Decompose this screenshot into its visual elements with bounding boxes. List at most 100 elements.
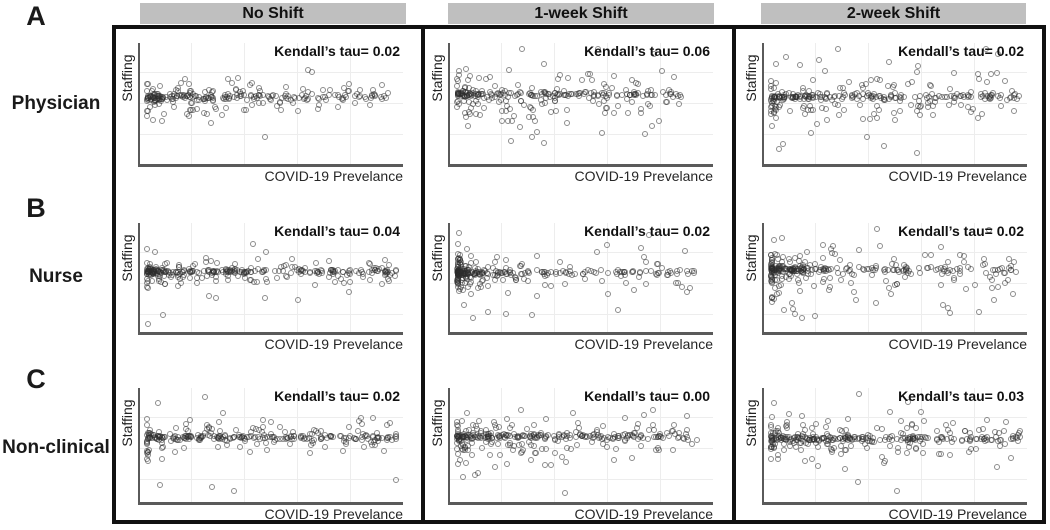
scatter-point xyxy=(822,95,829,102)
scatter-point xyxy=(605,91,612,98)
scatter-point xyxy=(877,437,884,444)
scatter-point xyxy=(797,287,804,294)
scatter-point xyxy=(799,413,806,420)
scatter-point xyxy=(836,84,843,91)
scatter-point xyxy=(864,90,871,97)
scatter-point xyxy=(273,93,280,99)
y-axis-label: Staffing xyxy=(119,54,135,102)
scatter-point xyxy=(162,261,169,268)
scatter-point xyxy=(218,111,225,118)
y-axis-label: Staffing xyxy=(119,399,135,447)
scatter-point xyxy=(147,103,154,110)
scatter-point xyxy=(604,269,611,276)
scatter-point xyxy=(557,259,564,266)
scatter-point xyxy=(790,440,797,447)
scatter-point xyxy=(167,273,174,280)
scatter-panel-physician-1-week-shift: Staffing Kendall’s tau= 0.06 COVID-19 Pr… xyxy=(429,43,713,184)
scatter-point xyxy=(329,267,336,274)
scatter-point xyxy=(378,280,385,287)
scatter-point xyxy=(820,278,827,285)
scatter-point xyxy=(541,434,548,441)
scatter-point xyxy=(993,464,1000,471)
scatter-point xyxy=(308,90,315,97)
scatter-point xyxy=(282,272,289,279)
scatter-point xyxy=(320,87,327,94)
kendalls-tau-annotation: Kendall’s tau= 0.02 xyxy=(584,223,710,239)
scatter-point xyxy=(804,441,811,448)
scatter-point xyxy=(930,103,937,110)
scatter-point xyxy=(926,93,933,100)
scatter-point xyxy=(543,415,550,422)
scatter-point xyxy=(968,108,975,115)
scatter-point xyxy=(465,123,472,130)
scatter-point xyxy=(825,287,832,294)
scatter-point xyxy=(926,82,933,89)
scatter-point xyxy=(841,466,848,473)
scatter-panel-nurse-no-shift: Staffing Kendall’s tau= 0.04 COVID-19 Pr… xyxy=(119,223,403,352)
scatter-point xyxy=(863,134,870,141)
scatter-point xyxy=(215,419,222,426)
scatter-point xyxy=(929,112,936,119)
scatter-point xyxy=(800,105,807,112)
scatter-point xyxy=(175,264,182,271)
scatter-point xyxy=(347,279,353,286)
scatter-point xyxy=(288,255,295,262)
scatter-point xyxy=(507,106,514,113)
scatter-point xyxy=(164,267,171,274)
scatter-point xyxy=(797,93,804,100)
scatter-point xyxy=(609,85,616,92)
scatter-point xyxy=(453,277,460,284)
scatter-point xyxy=(961,252,968,259)
column-header-1-week-shift: 1-week Shift xyxy=(448,3,714,24)
scatter-point xyxy=(579,77,586,84)
scatter-point xyxy=(345,270,352,277)
scatter-point xyxy=(834,102,841,109)
scatter-point xyxy=(345,87,352,94)
scatter-point xyxy=(463,409,470,416)
scatter-point xyxy=(345,424,352,431)
scatter-point xyxy=(997,442,1004,449)
scatter-panel-physician-no-shift: Staffing Kendall’s tau= 0.02 COVID-19 Pr… xyxy=(119,43,403,184)
scatter-point xyxy=(224,268,231,275)
scatter-point xyxy=(369,92,376,99)
scatter-point xyxy=(506,67,513,74)
y-axis-label: Staffing xyxy=(743,54,759,102)
scatter-point xyxy=(540,60,547,67)
scatter-panel-nurse-1-week-shift: Staffing Kendall’s tau= 0.02 COVID-19 Pr… xyxy=(429,223,713,352)
scatter-point xyxy=(481,104,488,111)
scatter-point xyxy=(382,271,389,278)
scatter-point xyxy=(911,437,918,444)
scatter-point xyxy=(282,90,289,97)
scatter-point xyxy=(870,91,877,98)
scatter-point xyxy=(920,449,927,456)
scatter-point xyxy=(482,439,489,446)
scatter-point xyxy=(788,93,795,100)
scatter-point xyxy=(965,449,972,456)
scatter-point xyxy=(234,74,241,81)
scatter-point xyxy=(351,436,358,443)
scatter-point xyxy=(149,116,156,123)
scatter-point xyxy=(231,267,238,274)
scatter-point xyxy=(462,66,469,73)
x-axis-label: COVID-19 Prevelance xyxy=(888,336,1027,352)
scatter-point xyxy=(600,98,607,105)
scatter-point xyxy=(464,272,471,279)
scatter-point xyxy=(1013,96,1020,103)
scatter-point xyxy=(916,434,923,441)
scatter-point xyxy=(144,320,151,327)
scatter-point xyxy=(784,424,791,431)
scatter-point xyxy=(542,462,549,469)
scatter-point xyxy=(636,273,643,280)
scatter-point xyxy=(806,261,813,268)
scatter-point xyxy=(213,294,220,301)
scatter-point xyxy=(302,264,309,271)
scatter-point xyxy=(878,426,885,433)
scatter-point xyxy=(855,263,862,270)
scatter-point xyxy=(995,50,1002,57)
scatter-point xyxy=(594,248,601,255)
scatter-point xyxy=(912,424,919,431)
scatter-point xyxy=(884,83,891,90)
scatter-point xyxy=(541,140,548,147)
scatter-point xyxy=(453,445,460,452)
scatter-point xyxy=(367,276,374,283)
